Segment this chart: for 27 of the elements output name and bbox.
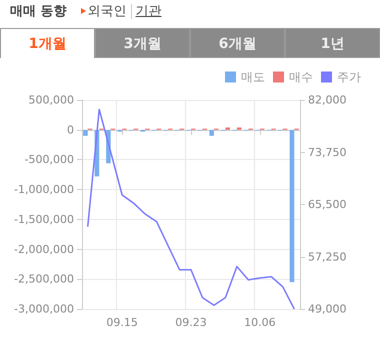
y-tick-label: 500,000 [28, 94, 74, 106]
legend-label: 주가 [337, 70, 361, 84]
y2-tick-label: 57,250 [308, 250, 346, 264]
y-tick-label: -1,000,000 [14, 183, 74, 196]
x-tick-label: 09.15 [106, 316, 138, 329]
text: 1개월 [0, 28, 95, 58]
x-tick-label: 09.23 [175, 316, 207, 329]
legend-label: 매도 [241, 70, 265, 84]
y-tick-label: -3,000,000 [14, 302, 74, 316]
y2-tick-label: 65,500 [308, 198, 346, 211]
text: 기관 [130, 4, 162, 19]
text: 외국인 [86, 4, 127, 19]
text: 6개월 [190, 28, 285, 58]
y-tick-label: -1,500,000 [14, 212, 74, 226]
y2-tick-label: 49,000 [308, 302, 346, 316]
x-tick-label: 10.06 [244, 316, 276, 329]
y-tick-label: -500,000 [24, 153, 74, 166]
text: 1년 [285, 28, 380, 58]
y-tick-label: 0 [67, 123, 74, 136]
y-tick-label: -2,500,000 [14, 272, 74, 286]
line-series [86, 108, 296, 310]
y2-tick-label: 82,000 [308, 94, 346, 106]
y2-tick-label: 73,750 [308, 146, 346, 159]
y-tick-label: -2,000,000 [14, 242, 74, 256]
chart-title: 매매 동향 [10, 4, 67, 19]
legend-label: 매수 [289, 70, 313, 84]
text: 3개월 [95, 28, 190, 58]
